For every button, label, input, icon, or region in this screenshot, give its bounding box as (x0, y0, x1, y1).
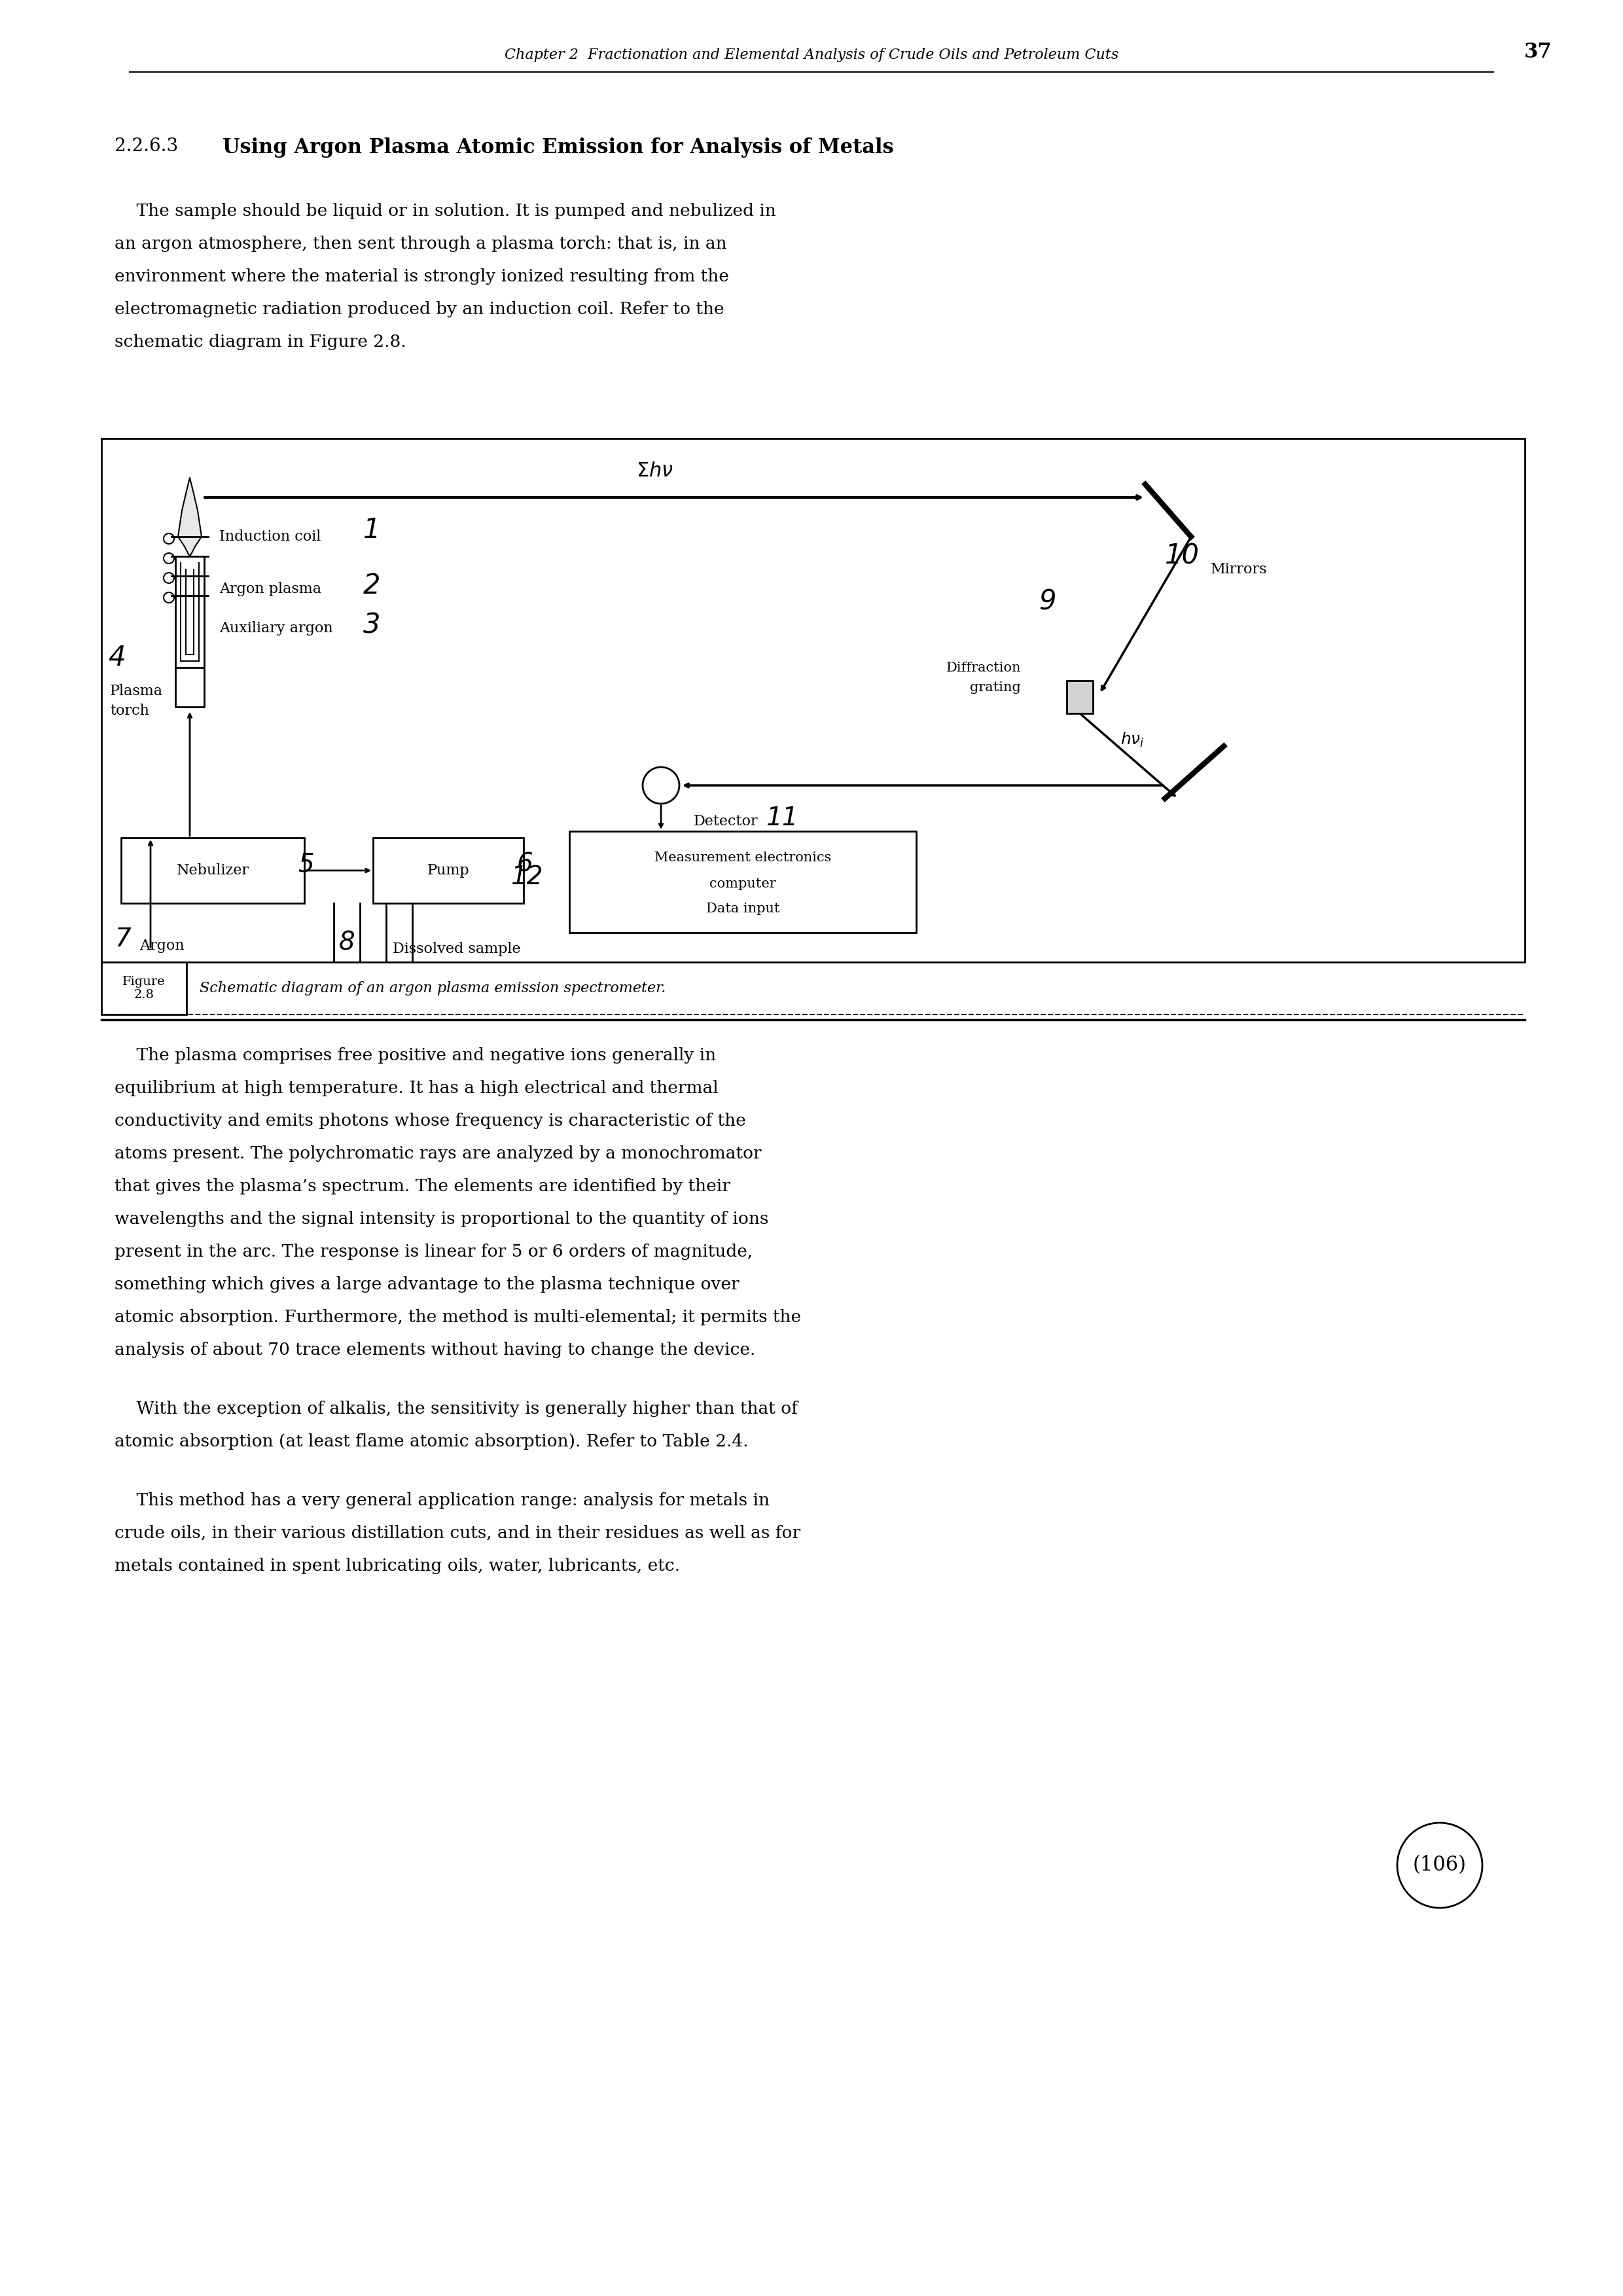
Text: 3: 3 (364, 611, 380, 638)
Text: Argon: Argon (140, 939, 185, 953)
Text: equilibrium at high temperature. It has a high electrical and thermal: equilibrium at high temperature. It has … (115, 1079, 719, 1095)
Text: that gives the plasma’s spectrum. The elements are identified by their: that gives the plasma’s spectrum. The el… (115, 1178, 730, 1194)
Text: something which gives a large advantage to the plasma technique over: something which gives a large advantage … (115, 1277, 738, 1293)
Text: computer: computer (709, 877, 776, 891)
Text: 5: 5 (297, 852, 313, 877)
Text: Diffraction: Diffraction (946, 661, 1021, 673)
Bar (570, 831, 917, 932)
Text: atomic absorption. Furthermore, the method is multi-elemental; it permits the: atomic absorption. Furthermore, the meth… (115, 1309, 802, 1325)
Text: Induction coil: Induction coil (219, 530, 321, 544)
Text: atoms present. The polychromatic rays are analyzed by a monochromator: atoms present. The polychromatic rays ar… (115, 1146, 761, 1162)
Bar (1066, 680, 1092, 714)
Text: Auxiliary argon: Auxiliary argon (219, 622, 333, 636)
Text: 9: 9 (1039, 588, 1057, 615)
Text: 4: 4 (109, 645, 125, 670)
Text: Plasma: Plasma (110, 684, 162, 698)
Text: Detector: Detector (693, 815, 758, 829)
Text: conductivity and emits photons whose frequency is characteristic of the: conductivity and emits photons whose fre… (115, 1114, 747, 1130)
Text: 11: 11 (766, 806, 799, 831)
Bar (373, 838, 524, 902)
Text: electromagnetic radiation produced by an induction coil. Refer to the: electromagnetic radiation produced by an… (115, 301, 724, 317)
Text: torch: torch (110, 703, 149, 719)
Text: crude oils, in their various distillation cuts, and in their residues as well as: crude oils, in their various distillatio… (115, 1525, 800, 1541)
Text: 2.2.6.3: 2.2.6.3 (115, 138, 190, 156)
Text: present in the arc. The response is linear for 5 or 6 orders of magnitude,: present in the arc. The response is line… (115, 1244, 753, 1261)
Text: environment where the material is strongly ionized resulting from the: environment where the material is strong… (115, 269, 729, 285)
Text: an argon atmosphere, then sent through a plasma torch: that is, in an: an argon atmosphere, then sent through a… (115, 236, 727, 253)
Text: Data input: Data input (706, 902, 779, 914)
Text: 10: 10 (1165, 542, 1199, 569)
Text: The plasma comprises free positive and negative ions generally in: The plasma comprises free positive and n… (115, 1047, 716, 1063)
Text: $h\nu_i$: $h\nu_i$ (1120, 730, 1144, 748)
Text: grating: grating (971, 682, 1021, 693)
Text: 1: 1 (364, 517, 380, 544)
Text: Using Argon Plasma Atomic Emission for Analysis of Metals: Using Argon Plasma Atomic Emission for A… (222, 138, 894, 158)
Text: The sample should be liquid or in solution. It is pumped and nebulized in: The sample should be liquid or in soluti… (115, 202, 776, 218)
Text: This method has a very general application range: analysis for metals in: This method has a very general applicati… (115, 1492, 769, 1508)
Text: 2: 2 (364, 572, 380, 599)
Text: wavelengths and the signal intensity is proportional to the quantity of ions: wavelengths and the signal intensity is … (115, 1210, 769, 1226)
Text: With the exception of alkalis, the sensitivity is generally higher than that of: With the exception of alkalis, the sensi… (115, 1401, 797, 1417)
Text: $\Sigma h\nu$: $\Sigma h\nu$ (636, 461, 674, 482)
Text: Nebulizer: Nebulizer (177, 863, 248, 877)
Text: 12: 12 (511, 866, 544, 889)
Text: Mirrors: Mirrors (1211, 563, 1268, 576)
Text: analysis of about 70 trace elements without having to change the device.: analysis of about 70 trace elements with… (115, 1341, 755, 1359)
Text: Pump: Pump (427, 863, 469, 877)
Text: atomic absorption (at least flame atomic absorption). Refer to Table 2.4.: atomic absorption (at least flame atomic… (115, 1433, 748, 1449)
Text: (106): (106) (1414, 1855, 1467, 1876)
Polygon shape (179, 478, 201, 556)
Text: Schematic diagram of an argon plasma emission spectrometer.: Schematic diagram of an argon plasma emi… (200, 980, 665, 996)
Text: schematic diagram in Figure 2.8.: schematic diagram in Figure 2.8. (115, 333, 406, 351)
Text: Chapter 2  Fractionation and Elemental Analysis of Crude Oils and Petroleum Cuts: Chapter 2 Fractionation and Elemental An… (505, 48, 1118, 62)
Text: metals contained in spent lubricating oils, water, lubricants, etc.: metals contained in spent lubricating oi… (115, 1557, 680, 1575)
Text: 7: 7 (115, 928, 131, 951)
Bar (101, 962, 187, 1015)
Text: Dissolved sample: Dissolved sample (393, 941, 521, 955)
Bar (122, 838, 305, 902)
Text: 37: 37 (1524, 41, 1552, 62)
Text: 6: 6 (518, 852, 534, 877)
Text: Figure
2.8: Figure 2.8 (122, 976, 166, 1001)
Text: Argon plasma: Argon plasma (219, 581, 321, 597)
Bar (101, 439, 1526, 962)
Text: Measurement electronics: Measurement electronics (654, 852, 831, 863)
Text: 8: 8 (339, 930, 355, 955)
